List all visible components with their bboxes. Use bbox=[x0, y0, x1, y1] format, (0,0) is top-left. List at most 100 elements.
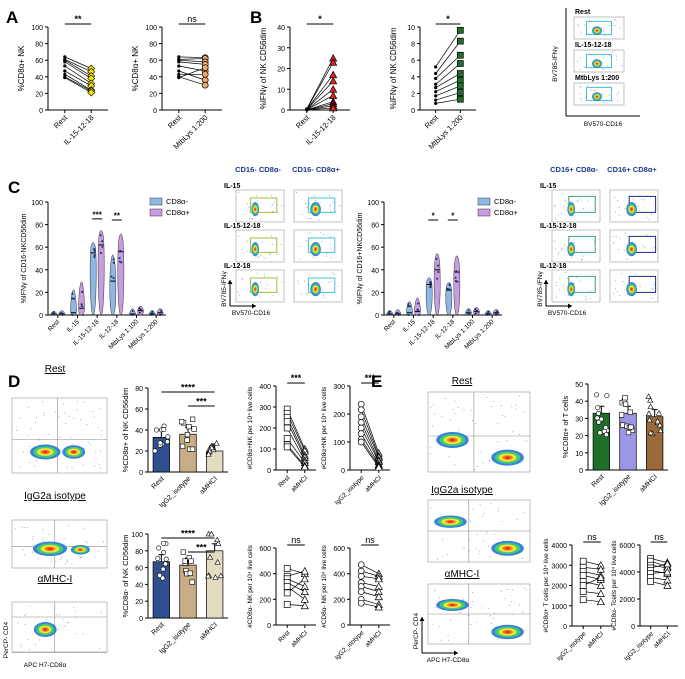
y-tick-label: 2 bbox=[411, 91, 415, 98]
data-point bbox=[434, 101, 438, 105]
violin-point bbox=[429, 281, 432, 284]
flow-dot bbox=[641, 198, 643, 200]
y-axis-label: %CD8α+ NK bbox=[17, 45, 26, 91]
flow-dot bbox=[241, 249, 243, 251]
violin-shape bbox=[453, 255, 461, 316]
y-axis-label: %CD8α+ of NK CD56dim bbox=[121, 388, 130, 473]
flow-dot bbox=[584, 66, 586, 68]
flow-dot bbox=[585, 32, 587, 34]
bar bbox=[206, 550, 224, 619]
flow-dot bbox=[444, 398, 446, 400]
violin-shape bbox=[109, 254, 117, 316]
x-tick-label: aMHCI bbox=[653, 630, 672, 649]
x-tick-label: IgG2_isotype bbox=[334, 474, 366, 506]
data-point bbox=[177, 55, 181, 59]
flow-dot bbox=[98, 426, 100, 428]
violin-point bbox=[139, 308, 142, 311]
violin-point bbox=[93, 248, 96, 251]
y-tick-label: 80 bbox=[35, 42, 43, 49]
flow-dot bbox=[249, 290, 251, 292]
bar-point bbox=[157, 572, 163, 578]
data-point bbox=[357, 572, 365, 580]
flow-blob-0-red bbox=[630, 288, 633, 291]
flow-header: CD16- CD8α+ bbox=[292, 165, 340, 174]
flow-dot bbox=[482, 540, 484, 542]
flow-flow-grid-c1-cell bbox=[293, 229, 343, 263]
flow-dot bbox=[67, 622, 69, 624]
data-point bbox=[663, 559, 672, 568]
flow-dot bbox=[609, 25, 611, 27]
flow-dot bbox=[308, 202, 310, 204]
flow-dot bbox=[457, 407, 459, 409]
flow-flow-grid-c2-cell bbox=[551, 189, 601, 223]
violin-point bbox=[456, 280, 459, 283]
violin-point bbox=[71, 297, 74, 300]
flow-title: IgG2a isotype bbox=[431, 485, 493, 496]
bar-point bbox=[163, 556, 169, 562]
bar-point bbox=[182, 558, 188, 564]
y-tick-label: 60 bbox=[149, 58, 157, 65]
bar-point bbox=[625, 429, 632, 436]
flow-dot bbox=[89, 443, 91, 445]
flow-dot bbox=[454, 400, 456, 402]
flow-dot bbox=[306, 206, 308, 208]
flow-dot bbox=[607, 64, 609, 66]
flow-blob-0-red bbox=[596, 30, 598, 32]
x-tick-label: Rest bbox=[591, 473, 606, 488]
flow-row-label: IL-12-18 bbox=[540, 263, 567, 270]
flow-dot bbox=[322, 295, 324, 297]
flow-dot bbox=[601, 67, 603, 69]
data-point bbox=[63, 55, 67, 59]
bar-point bbox=[212, 574, 219, 580]
flow-dot bbox=[305, 292, 307, 294]
flow-gate bbox=[249, 277, 278, 293]
flow-dot bbox=[508, 604, 510, 606]
flow-dot bbox=[64, 563, 66, 565]
flow-dot bbox=[277, 211, 279, 213]
flow-dot bbox=[58, 614, 60, 616]
y-tick-label: 10 bbox=[277, 87, 285, 94]
violin-point bbox=[407, 303, 410, 306]
violin-point bbox=[71, 292, 74, 295]
flow-dot bbox=[238, 192, 240, 194]
y-tick-label: 0 bbox=[579, 468, 583, 475]
y-tick-label: 100 bbox=[31, 200, 43, 207]
data-point bbox=[177, 60, 181, 64]
bar-point bbox=[595, 405, 601, 411]
flow-dot bbox=[48, 533, 50, 535]
flow-dot bbox=[581, 100, 583, 102]
flow-dot bbox=[648, 218, 650, 220]
bar-point bbox=[184, 431, 191, 438]
flow-dot bbox=[512, 613, 514, 615]
panel-label-a: A bbox=[6, 8, 19, 27]
flow-dot bbox=[246, 203, 248, 205]
flow-dot bbox=[300, 293, 302, 295]
data-point bbox=[456, 76, 464, 84]
bar bbox=[592, 412, 610, 471]
pair-line bbox=[435, 63, 461, 85]
flow-dot bbox=[579, 87, 581, 89]
x-tick-label: Rest bbox=[166, 112, 184, 130]
flow-frame bbox=[235, 229, 285, 263]
flow-dot bbox=[589, 298, 591, 300]
flow-dot bbox=[486, 396, 488, 398]
data-point bbox=[456, 70, 464, 77]
x-tick-label: Rest bbox=[52, 112, 70, 130]
flow-dot bbox=[617, 249, 619, 251]
flow-dot bbox=[555, 285, 557, 287]
flow-dot bbox=[15, 426, 17, 428]
bar-point bbox=[214, 536, 221, 543]
violin-point bbox=[435, 257, 438, 260]
flow-dot bbox=[68, 621, 70, 623]
y-tick-label: 600 bbox=[259, 546, 271, 553]
flow-dot bbox=[563, 206, 565, 208]
flow-blob-1-red bbox=[72, 451, 76, 453]
y-tick-label: 0 bbox=[139, 616, 143, 623]
y-tick-label: 400 bbox=[259, 572, 271, 579]
y-tick-label: 600 bbox=[333, 546, 345, 553]
flow-dot bbox=[613, 242, 615, 244]
